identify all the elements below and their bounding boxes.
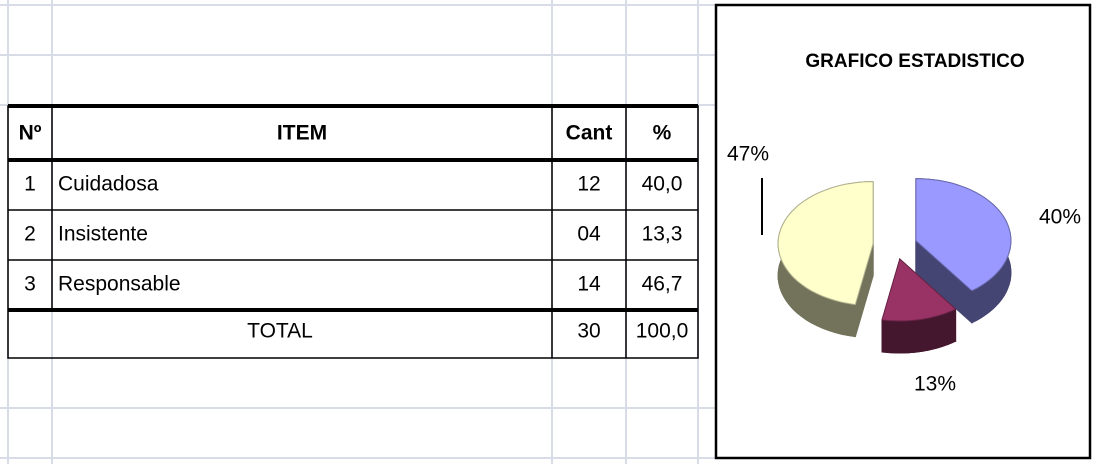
table-cell: 3 xyxy=(24,273,36,296)
table-cell: 14 xyxy=(577,273,601,296)
data-label: 13% xyxy=(914,373,956,396)
total-cant: 30 xyxy=(577,320,600,343)
table-cell: 13,3 xyxy=(642,223,683,246)
data-table: Nº ITEM Cant % 1 Cuidadosa 12 40,0 2 Insisten… xyxy=(7,104,699,359)
total-percent: 100,0 xyxy=(636,320,689,343)
table-rows: 1 Cuidadosa 12 40,0 2 Insistente 04 13,3 3 Respon… xyxy=(24,173,682,296)
data-label: 47% xyxy=(727,143,769,166)
total-label: TOTAL xyxy=(247,320,313,343)
pie-slice xyxy=(881,258,957,322)
table-cell: 46,7 xyxy=(642,273,683,296)
chart-frame xyxy=(714,3,1092,460)
table-cell: 04 xyxy=(577,223,601,246)
data-label: 40% xyxy=(1039,206,1081,229)
header-cell: Nº xyxy=(19,122,42,145)
table-cell: 40,0 xyxy=(642,173,683,196)
pie-slice xyxy=(915,178,1012,292)
header-cell: Cant xyxy=(566,122,613,145)
pie: 40% 13% 47% xyxy=(727,143,1081,396)
pie-slice xyxy=(777,181,874,306)
table-cell: 12 xyxy=(577,173,600,196)
table-cell: Responsable xyxy=(58,273,181,296)
table-cell: 2 xyxy=(24,223,36,246)
table-cell: 1 xyxy=(24,173,36,196)
header-cell: % xyxy=(653,122,672,145)
chart: GRAFICO ESTADISTICO 40% 13% 47% xyxy=(714,3,1092,460)
table-cell: Cuidadosa xyxy=(58,173,159,196)
chart-title: GRAFICO ESTADISTICO xyxy=(805,51,1024,72)
header-cell: ITEM xyxy=(277,122,327,145)
table-cell: Insistente xyxy=(58,223,148,246)
